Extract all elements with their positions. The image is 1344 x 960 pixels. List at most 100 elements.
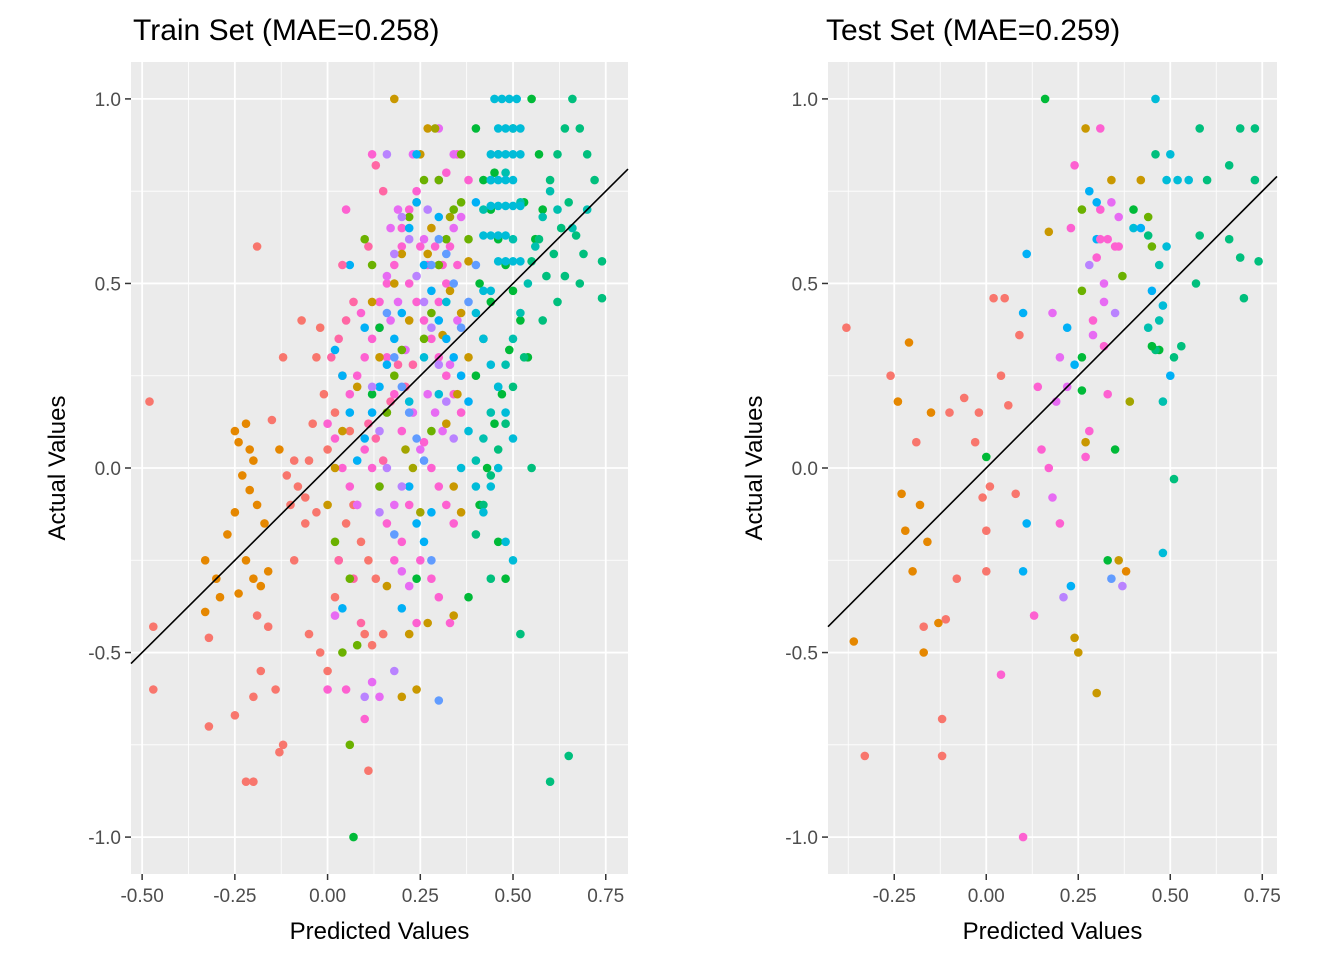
test-data-point xyxy=(1070,633,1079,643)
test-x-tick-label: 0.00 xyxy=(968,886,1005,907)
train-data-point xyxy=(508,175,518,185)
train-data-point xyxy=(501,175,510,185)
train-data-point xyxy=(508,382,518,392)
train-data-point xyxy=(375,426,384,436)
test-data-point xyxy=(1202,175,1212,185)
train-data-point xyxy=(256,581,266,591)
test-data-point xyxy=(1173,175,1182,185)
train-data-point xyxy=(345,389,355,399)
train-data-point xyxy=(486,408,496,417)
train-data-point xyxy=(375,692,384,702)
test-data-point xyxy=(982,567,991,576)
test-data-point xyxy=(1147,242,1157,251)
train-data-point xyxy=(382,519,392,528)
train-data-point xyxy=(275,445,284,454)
train-data-point xyxy=(442,249,451,259)
train-data-point xyxy=(590,175,599,185)
test-data-point xyxy=(1088,316,1098,325)
test-data-point xyxy=(1096,205,1105,214)
train-data-point xyxy=(397,482,407,491)
train-data-point xyxy=(486,175,496,185)
train-data-point xyxy=(312,508,321,517)
train-data-point xyxy=(516,316,525,325)
train-data-point xyxy=(416,556,425,565)
train-data-point xyxy=(390,353,399,362)
train-data-point xyxy=(479,508,488,517)
train-data-point xyxy=(597,293,607,303)
train-data-point xyxy=(204,633,214,643)
test-data-point xyxy=(1099,279,1109,288)
train-data-point xyxy=(493,201,503,211)
test-data-point xyxy=(982,526,991,535)
test-data-point xyxy=(1143,323,1153,333)
test-y-axis-title: Actual Values xyxy=(741,396,768,541)
train-data-point xyxy=(360,445,370,454)
train-data-point xyxy=(397,223,407,233)
train-data-point xyxy=(501,360,510,370)
test-data-point xyxy=(1099,297,1109,307)
train-data-point xyxy=(367,334,377,344)
train-data-point xyxy=(245,445,254,454)
test-data-point xyxy=(842,323,851,333)
test-data-point xyxy=(1081,124,1090,133)
train-data-point xyxy=(260,519,269,528)
train-data-point xyxy=(501,201,510,211)
train-data-point xyxy=(263,567,273,576)
train-data-point xyxy=(423,124,433,133)
test-data-point xyxy=(1224,234,1234,244)
test-data-point xyxy=(1235,253,1245,262)
train-data-point xyxy=(508,286,518,296)
train-data-point xyxy=(419,175,429,185)
train-data-point xyxy=(149,622,158,631)
train-data-point xyxy=(360,323,370,333)
train-data-point xyxy=(490,168,499,177)
train-data-point xyxy=(464,297,473,307)
train-data-point xyxy=(330,592,340,602)
test-data-point xyxy=(1162,242,1171,251)
test-data-point xyxy=(1136,175,1146,185)
train-data-point xyxy=(323,445,332,454)
train-data-point xyxy=(401,445,410,454)
train-data-point xyxy=(434,360,444,370)
test-data-point xyxy=(893,397,903,406)
train-reference-line xyxy=(130,168,629,665)
train-data-point xyxy=(367,389,377,399)
train-data-point xyxy=(479,175,488,185)
train-data-point xyxy=(508,201,518,211)
train-data-point xyxy=(512,94,521,104)
train-data-point xyxy=(464,175,473,185)
train-data-point xyxy=(349,832,358,842)
train-data-point xyxy=(404,500,414,510)
train-data-point xyxy=(275,747,284,757)
train-data-point xyxy=(419,456,429,465)
test-data-point xyxy=(1177,341,1186,351)
train-data-point xyxy=(289,456,299,465)
train-data-point xyxy=(493,382,503,392)
train-data-point xyxy=(479,286,488,296)
test-data-point xyxy=(926,408,936,417)
test-data-point xyxy=(1169,474,1179,484)
test-data-point xyxy=(1158,548,1168,558)
train-data-point xyxy=(419,316,429,325)
train-y-tick-label: -0.5 xyxy=(88,644,121,665)
train-data-point xyxy=(345,426,355,436)
train-data-point xyxy=(338,604,347,613)
test-data-point xyxy=(1110,242,1120,251)
train-data-point xyxy=(456,371,466,381)
train-data-point xyxy=(390,260,399,270)
train-x-tick-label: 0.75 xyxy=(587,886,624,907)
test-data-point xyxy=(849,637,859,646)
train-data-point xyxy=(390,249,399,259)
train-data-point xyxy=(445,360,455,370)
test-data-point xyxy=(1121,567,1131,576)
test-data-point xyxy=(1110,445,1120,454)
test-data-point xyxy=(1018,832,1028,842)
train-data-point xyxy=(149,685,158,694)
train-data-point xyxy=(252,611,262,620)
train-data-point xyxy=(416,445,425,454)
train-data-point xyxy=(352,371,362,381)
train-data-point xyxy=(490,419,499,429)
train-data-point xyxy=(378,456,388,465)
train-data-point xyxy=(423,618,433,628)
train-data-point xyxy=(582,150,592,159)
